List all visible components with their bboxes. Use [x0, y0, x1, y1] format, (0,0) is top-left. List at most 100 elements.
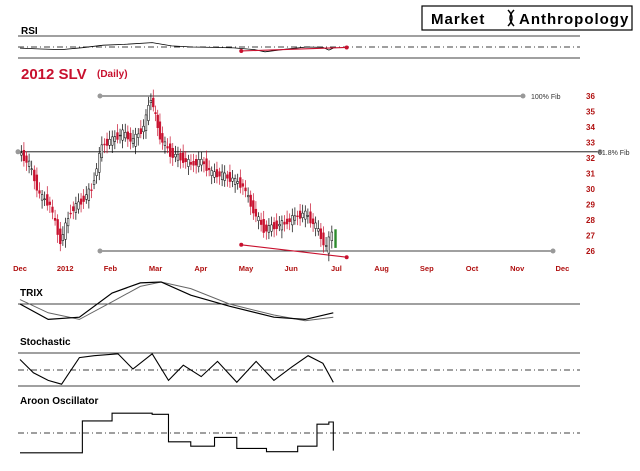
candle-body: [176, 153, 180, 161]
support-anchor: [550, 248, 556, 254]
candle-body: [74, 203, 78, 213]
dna-icon: [507, 9, 515, 27]
candle-body: [202, 161, 206, 165]
y-tick-label: 27: [586, 232, 595, 241]
candle-body: [72, 206, 75, 212]
candle-body: [304, 210, 307, 220]
candle-body: [87, 188, 91, 201]
fib-levels: 100% Fib 61.8% Fib: [15, 93, 630, 260]
chart-subtitle: (Daily): [97, 69, 128, 80]
candle-body: [85, 194, 88, 200]
candle-body: [291, 215, 294, 226]
price-axis: 26 27 28 29 30 31 32 33 34 35 36: [586, 92, 595, 256]
x-tick-label: Sep: [420, 264, 434, 273]
candle-body: [113, 136, 116, 142]
candle-body: [43, 198, 46, 200]
x-tick-label: Apr: [194, 264, 207, 273]
candle-body: [197, 159, 200, 167]
aroon-line: [20, 412, 334, 454]
candle-body: [61, 234, 65, 241]
candle-body: [194, 159, 198, 166]
candle-body: [121, 129, 124, 141]
candle-body: [330, 231, 333, 241]
x-tick-label: Nov: [510, 264, 525, 273]
candle-body: [205, 158, 208, 171]
candle-body: [56, 219, 59, 235]
candle-body: [116, 132, 119, 140]
indicator-grid: [18, 35, 580, 434]
y-tick-label: 33: [586, 139, 595, 148]
candle-body: [319, 228, 323, 240]
fib-anchor: [597, 149, 603, 155]
x-tick-label: Mar: [149, 264, 162, 273]
date-axis: Dec 2012 Feb Mar Apr May Jun Jul Aug Sep Oct Nov Dec: [13, 264, 569, 273]
candle-body: [108, 139, 111, 146]
y-tick-label: 36: [586, 92, 595, 101]
x-tick-label: Jun: [285, 264, 299, 273]
candle-body: [184, 158, 187, 163]
candle-body: [267, 225, 271, 233]
x-tick-label: May: [239, 264, 254, 273]
trendline-anchor: [239, 48, 244, 53]
candle-body: [103, 143, 106, 146]
candle-body: [53, 218, 57, 221]
candle-body: [314, 222, 317, 229]
aroon-panel: [20, 412, 334, 454]
brand-logo: Market Anthropology: [421, 5, 633, 31]
candle-body: [241, 183, 245, 187]
candle-body: [301, 212, 304, 218]
fib-anchor: [520, 93, 526, 99]
candle-body: [252, 200, 255, 214]
price-candles: [20, 89, 337, 262]
x-tick-label: Dec: [13, 264, 27, 273]
rsi-panel: [19, 42, 349, 53]
y-tick-label: 30: [586, 185, 595, 194]
y-tick-label: 32: [586, 154, 595, 163]
candle-body: [249, 194, 252, 207]
candle-body: [309, 211, 312, 224]
candle-body: [239, 177, 242, 188]
candle-body: [254, 208, 258, 217]
candle-body: [285, 218, 289, 225]
x-tick-label: Oct: [466, 264, 479, 273]
candle-body: [131, 138, 135, 144]
y-tick-label: 31: [586, 170, 595, 179]
candle-body: [283, 221, 286, 225]
trendline-anchor: [344, 45, 349, 50]
candle-body: [215, 169, 219, 178]
candle-body: [280, 220, 284, 231]
x-tick-label: 2012: [57, 264, 74, 273]
x-tick-label: Feb: [104, 264, 118, 273]
candle-body: [298, 210, 302, 219]
stochastic-panel: [19, 352, 334, 385]
x-tick-label: Aug: [374, 264, 389, 273]
candle-body: [105, 138, 109, 146]
candle-body: [33, 169, 36, 182]
candle-body: [306, 215, 310, 217]
candle-body: [144, 114, 148, 131]
candle-body: [139, 128, 142, 134]
candle-body: [35, 174, 39, 191]
candle-body: [134, 133, 137, 147]
candle-body: [38, 190, 41, 194]
trix-panel: [19, 281, 334, 322]
candle-body: [218, 171, 221, 177]
candle-body: [272, 222, 276, 230]
trendline-anchor: [239, 242, 244, 247]
candle-body: [262, 219, 265, 233]
candle-body: [317, 228, 320, 232]
candle-body: [220, 171, 224, 180]
stochastic-line: [19, 352, 334, 385]
candle-body: [334, 229, 337, 248]
stochastic-label: Stochastic: [20, 337, 71, 348]
candle-body: [129, 132, 132, 142]
candle-body: [59, 228, 62, 245]
candle-body: [142, 125, 145, 133]
candle-body: [288, 218, 291, 223]
candle-body: [200, 158, 203, 166]
candle-body: [246, 195, 250, 198]
trendline-anchor: [344, 255, 349, 260]
candle-body: [111, 136, 114, 146]
x-tick-label: Jul: [331, 264, 342, 273]
